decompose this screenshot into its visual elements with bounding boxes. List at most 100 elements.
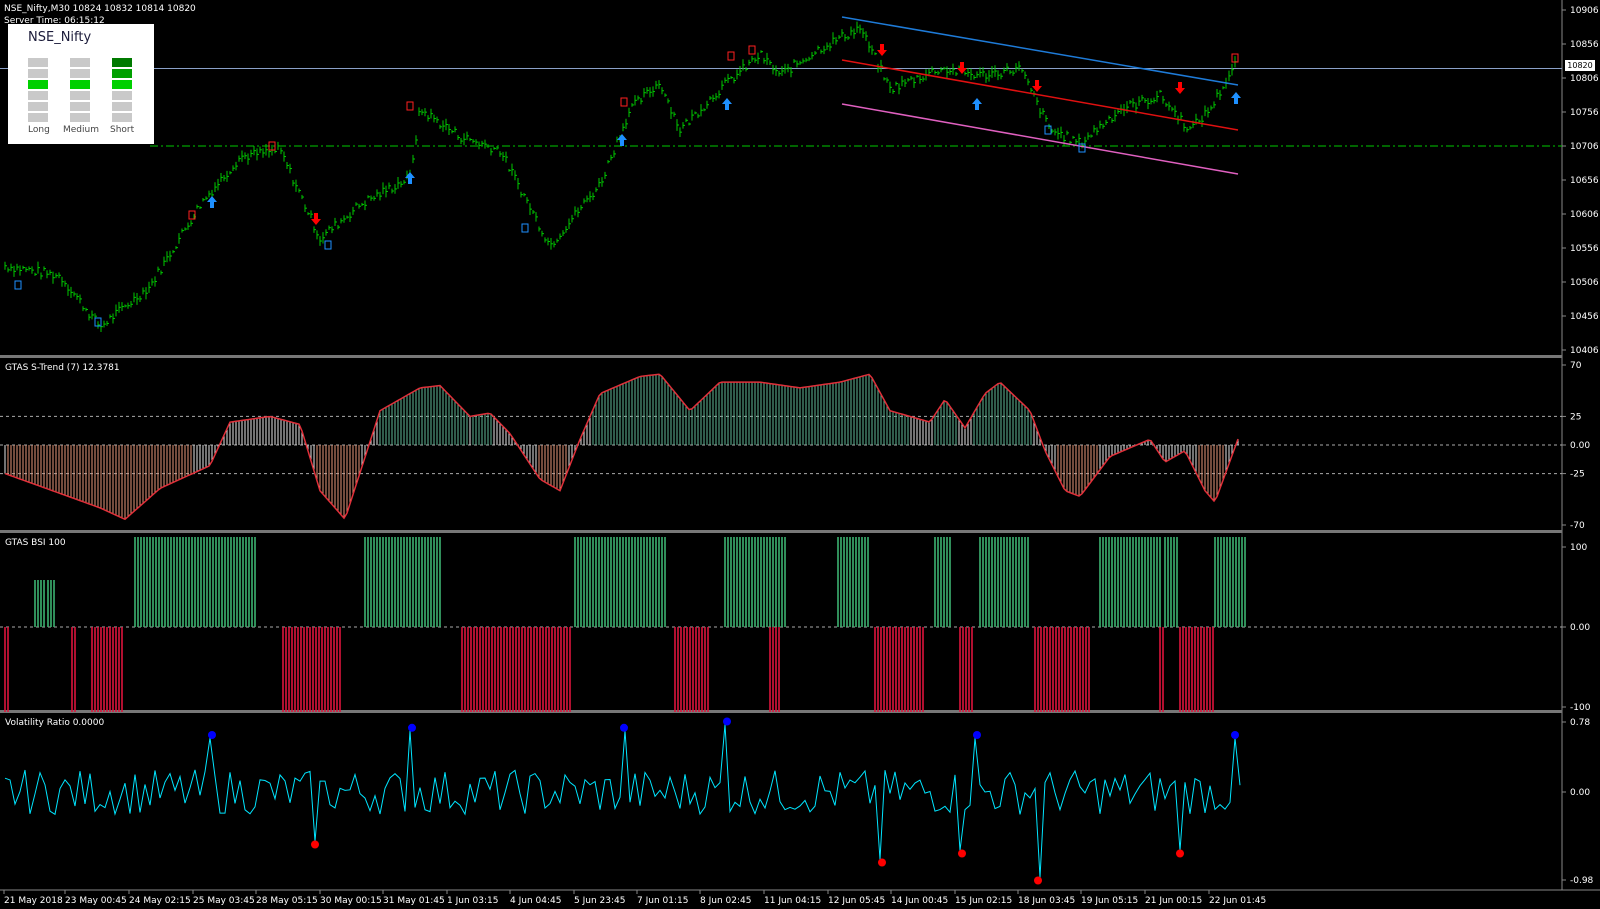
channel-upper <box>841 16 1239 86</box>
channel-lower <box>841 103 1239 175</box>
signal-label-medium: Medium <box>63 125 99 135</box>
buy-signal-icon <box>14 280 22 290</box>
price-tick-label: 10856 <box>1570 40 1599 50</box>
time-tick-label: 7 Jun 01:15 <box>637 896 688 906</box>
time-tick-label: 21 May 2018 <box>4 896 63 906</box>
time-tick-label: 23 May 00:45 <box>65 896 127 906</box>
strend-tick-label: 25 <box>1570 412 1581 422</box>
strend-tick-label: 70 <box>1570 361 1582 371</box>
sell-signal-icon <box>748 45 756 55</box>
volatility-tick-label: 0.78 <box>1570 718 1590 728</box>
buy-signal-icon <box>1044 125 1052 135</box>
pane-separator <box>0 710 1562 713</box>
volatility-tick-label: -0.98 <box>1570 876 1594 886</box>
buy-arrow-icon <box>722 98 732 110</box>
time-tick-label: 19 Jun 05:15 <box>1081 896 1138 906</box>
signal-column-short <box>112 58 132 124</box>
price-tick-label: 10656 <box>1570 176 1599 186</box>
strend-tick-label: -25 <box>1570 470 1585 480</box>
time-tick-label: 14 Jun 00:45 <box>891 896 948 906</box>
sell-signal-icon <box>727 51 735 61</box>
volatility-high-dot <box>973 731 981 739</box>
buy-arrow-icon <box>405 172 415 184</box>
volatility-low-dot <box>1176 849 1184 858</box>
volatility-tick-label: 0.00 <box>1570 788 1590 798</box>
time-tick-label: 5 Jun 23:45 <box>574 896 625 906</box>
buy-signal-icon <box>521 223 529 233</box>
signal-panel-title: NSE_Nifty <box>28 30 92 45</box>
volatility-high-dot <box>620 723 628 732</box>
volatility-low-dot <box>1034 876 1042 885</box>
signal-column-medium <box>70 58 90 124</box>
sell-signal-icon <box>188 210 196 220</box>
volatility-high-dot <box>208 731 216 739</box>
price-tick-label: 10806 <box>1570 74 1599 84</box>
signal-column-long <box>28 58 48 124</box>
time-tick-label: 25 May 03:45 <box>193 896 255 906</box>
time-tick-label: 22 Jun 01:45 <box>1209 896 1266 906</box>
signal-label-long: Long <box>28 125 50 135</box>
sell-arrow-icon <box>1175 82 1185 94</box>
time-tick-label: 31 May 01:45 <box>383 896 445 906</box>
buy-signal-icon <box>1078 143 1086 153</box>
sell-arrow-icon <box>311 213 321 225</box>
signal-panel: NSE_Nifty Long Medium Short <box>8 24 154 144</box>
server-time: Server Time: 06:15:12 <box>4 16 105 26</box>
time-tick-label: 8 Jun 02:45 <box>700 896 751 906</box>
sell-signal-icon <box>268 141 276 151</box>
buy-arrow-icon <box>617 134 627 146</box>
pane-separator <box>0 355 1562 358</box>
sell-arrow-icon <box>957 62 967 74</box>
strend-title: GTAS S-Trend (7) 12.3781 <box>5 363 120 373</box>
channel-middle <box>841 59 1239 131</box>
time-tick-label: 24 May 02:15 <box>129 896 191 906</box>
sell-signal-icon <box>620 97 628 107</box>
buy-signal-icon <box>94 317 102 327</box>
price-tick-label: 10906 <box>1570 6 1599 16</box>
time-tick-label: 21 Jun 00:15 <box>1145 896 1202 906</box>
time-tick-label: 18 Jun 03:45 <box>1018 896 1075 906</box>
bsi-tick-label: -100 <box>1570 703 1591 713</box>
sell-arrow-icon <box>877 44 887 56</box>
chart-header: NSE_Nifty,M30 10824 10832 10814 10820 <box>4 4 196 14</box>
price-tick-label: 10706 <box>1570 142 1599 152</box>
current-price-tag: 10820 <box>1565 60 1595 71</box>
price-tick-label: 10756 <box>1570 108 1599 118</box>
volatility-high-dot <box>1231 731 1239 739</box>
time-tick-label: 1 Jun 03:15 <box>447 896 498 906</box>
time-tick-label: 12 Jun 05:45 <box>828 896 885 906</box>
strend-tick-label: -70 <box>1570 521 1585 531</box>
volatility-low-dot <box>958 849 966 858</box>
sell-arrow-icon <box>1032 80 1042 92</box>
buy-arrow-icon <box>972 98 982 110</box>
price-tick-label: 10406 <box>1570 346 1599 356</box>
bsi-title: GTAS BSI 100 <box>5 538 66 548</box>
price-tick-label: 10456 <box>1570 312 1599 322</box>
pane-separator <box>0 530 1562 533</box>
volatility-low-dot <box>311 840 319 849</box>
time-tick-label: 15 Jun 02:15 <box>955 896 1012 906</box>
volatility-high-dot <box>408 723 416 732</box>
volatility-title: Volatility Ratio 0.0000 <box>5 718 104 728</box>
time-tick-label: 30 May 00:15 <box>320 896 382 906</box>
buy-signal-icon <box>324 240 332 250</box>
strend-line <box>4 373 1239 521</box>
sell-signal-icon <box>406 101 414 111</box>
price-tick-label: 10556 <box>1570 244 1599 254</box>
buy-arrow-icon <box>1231 92 1241 104</box>
time-tick-label: 28 May 05:15 <box>256 896 318 906</box>
strend-tick-label: 0.00 <box>1570 441 1590 451</box>
signal-label-short: Short <box>110 125 135 135</box>
bsi-tick-label: 0.00 <box>1570 623 1590 633</box>
sell-signal-icon <box>1231 53 1239 63</box>
price-tick-label: 10506 <box>1570 278 1599 288</box>
buy-arrow-icon <box>207 196 217 208</box>
volatility-low-dot <box>878 858 886 867</box>
volatility-high-dot <box>723 717 731 726</box>
bsi-tick-label: 100 <box>1570 543 1587 553</box>
price-tick-label: 10606 <box>1570 210 1599 220</box>
volatility-line <box>4 724 1241 878</box>
time-tick-label: 11 Jun 04:15 <box>764 896 821 906</box>
time-tick-label: 4 Jun 04:45 <box>510 896 561 906</box>
